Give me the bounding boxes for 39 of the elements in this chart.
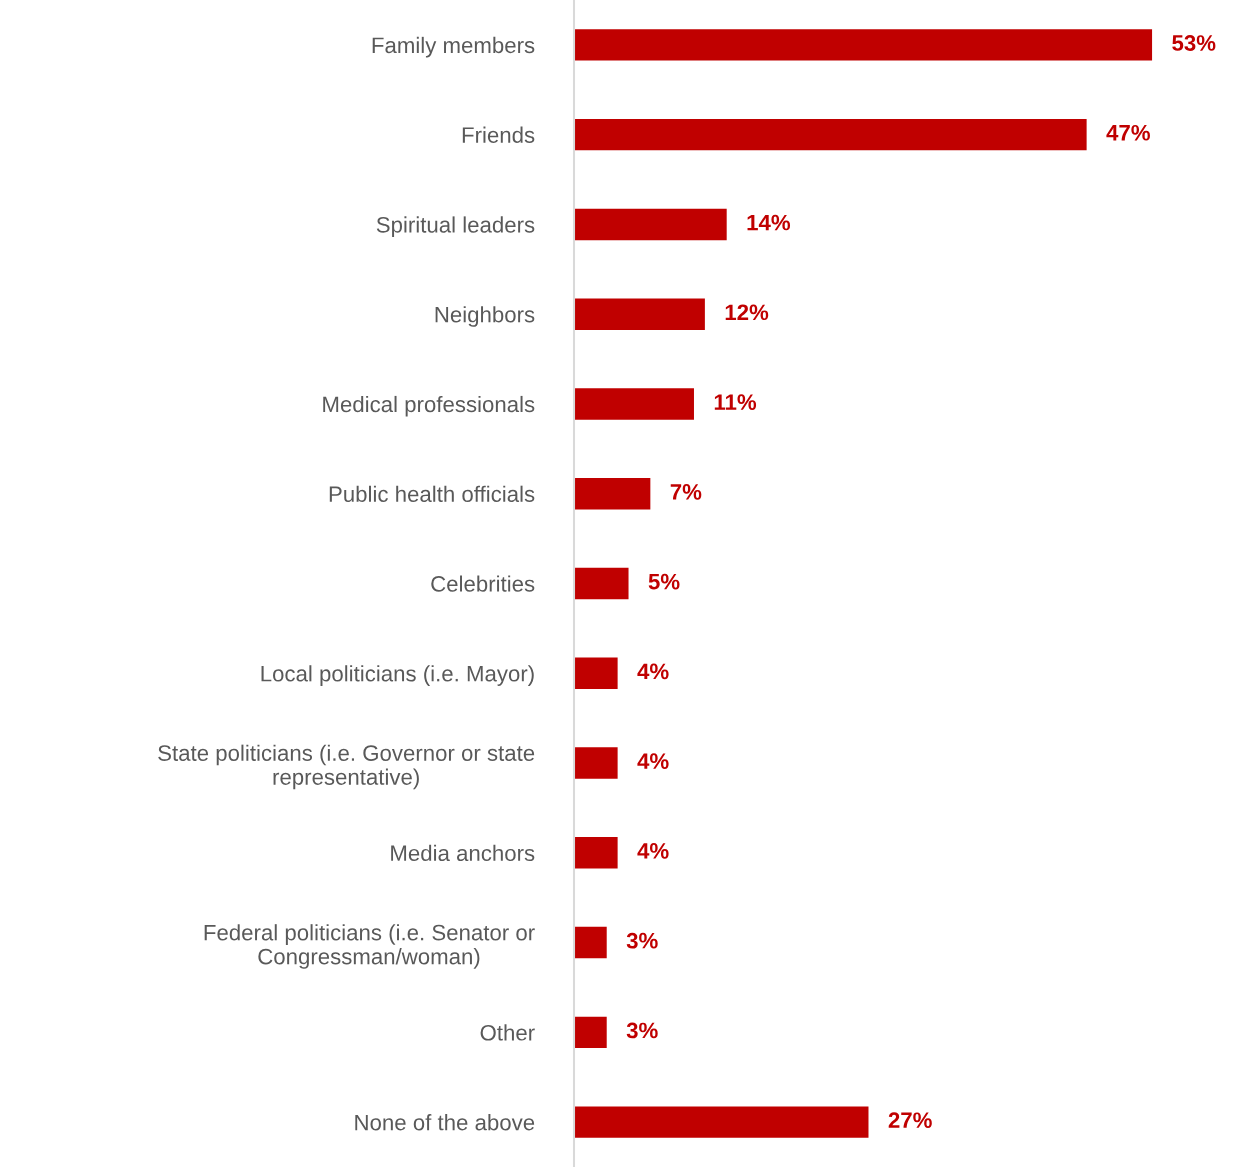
data-label: 53% — [1172, 35, 1216, 51]
y-tick-label: Family members — [372, 36, 535, 58]
y-tick-label: State politicians (i.e. Governor or state representative) — [158, 744, 535, 790]
bar — [574, 388, 694, 420]
data-label: 4% — [637, 753, 669, 769]
y-tick-label: Local politicians (i.e. Mayor) — [261, 665, 534, 686]
data-label: 27% — [888, 1112, 932, 1129]
y-tick-label: Medical professionals — [323, 395, 535, 417]
bar — [574, 837, 618, 869]
data-label: 3% — [626, 932, 658, 949]
bar — [574, 1016, 607, 1049]
y-tick-label: Media anchors — [391, 844, 535, 862]
bar — [574, 657, 618, 689]
data-label: 14% — [747, 214, 791, 231]
y-tick-label: Public health officials — [329, 485, 535, 502]
bar — [574, 478, 651, 510]
bar — [574, 747, 618, 779]
bar — [574, 29, 1153, 61]
bar — [574, 298, 705, 330]
y-tick-label: Other — [480, 1024, 535, 1041]
data-label: 12% — [725, 304, 769, 321]
data-label: 3% — [626, 1022, 658, 1039]
y-tick-label: Spiritual leaders — [376, 216, 535, 238]
data-label: 11% — [714, 394, 757, 410]
y-tick-label: Federal politicians (i.e. Senator or Congressman/woman) — [204, 924, 535, 969]
bar — [574, 118, 1087, 151]
bar — [574, 1106, 869, 1138]
y-tick-label: Friends — [462, 126, 535, 143]
bar — [574, 208, 727, 241]
data-label: 5% — [648, 573, 680, 590]
y-tick-label: Celebrities — [431, 575, 535, 592]
y-tick-label: None of the above — [355, 1114, 535, 1131]
data-label: 7% — [670, 484, 702, 500]
bar — [574, 926, 607, 959]
bar — [574, 567, 629, 600]
data-label: 47% — [1106, 124, 1150, 141]
y-tick-label: Neighbors — [435, 306, 535, 327]
data-label: 4% — [637, 843, 669, 859]
data-label: 4% — [637, 663, 669, 680]
